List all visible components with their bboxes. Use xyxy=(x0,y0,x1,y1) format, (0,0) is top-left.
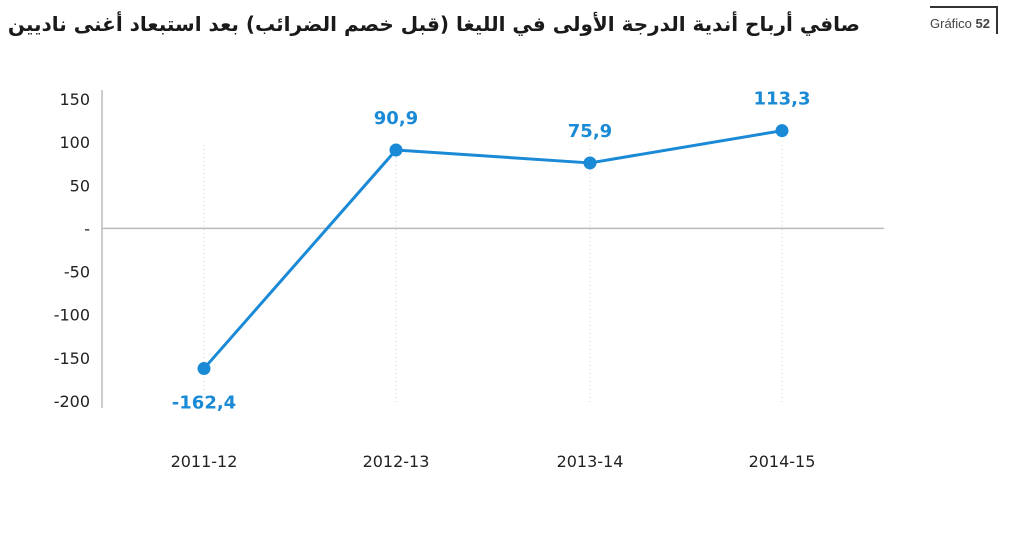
y-tick-label: -200 xyxy=(54,392,90,411)
y-tick-label: 100 xyxy=(59,133,90,152)
x-tick-label: 2011-12 xyxy=(171,452,238,471)
data-point xyxy=(583,156,597,170)
data-label: 75,9 xyxy=(568,121,612,142)
x-tick-label: 2014-15 xyxy=(749,452,816,471)
series-line xyxy=(202,129,783,370)
y-tick-label: 50 xyxy=(70,176,90,195)
figure-label: Gráfico 52 xyxy=(930,6,998,34)
y-tick-label: -50 xyxy=(64,263,90,282)
y-tick-label: 150 xyxy=(59,90,90,109)
y-tick-label: -150 xyxy=(54,349,90,368)
y-tick-label: - xyxy=(84,219,90,238)
chart-header: Gráfico 52 صافي أرباح أندية الدرجة الأول… xyxy=(8,6,998,46)
y-tick-label: -100 xyxy=(54,306,90,325)
data-point xyxy=(197,362,211,376)
x-tick-label: 2013-14 xyxy=(557,452,624,471)
data-label: 90,9 xyxy=(374,108,418,129)
data-label: 113,3 xyxy=(754,89,811,110)
figure-number: 52 xyxy=(975,16,990,31)
data-label: -162,4 xyxy=(172,393,236,414)
x-tick-label: 2012-13 xyxy=(363,452,430,471)
chart-title: صافي أرباح أندية الدرجة الأولى في الليغا… xyxy=(7,12,860,36)
data-point xyxy=(389,143,403,157)
data-point xyxy=(775,124,789,138)
figure-word: Gráfico xyxy=(930,16,972,31)
